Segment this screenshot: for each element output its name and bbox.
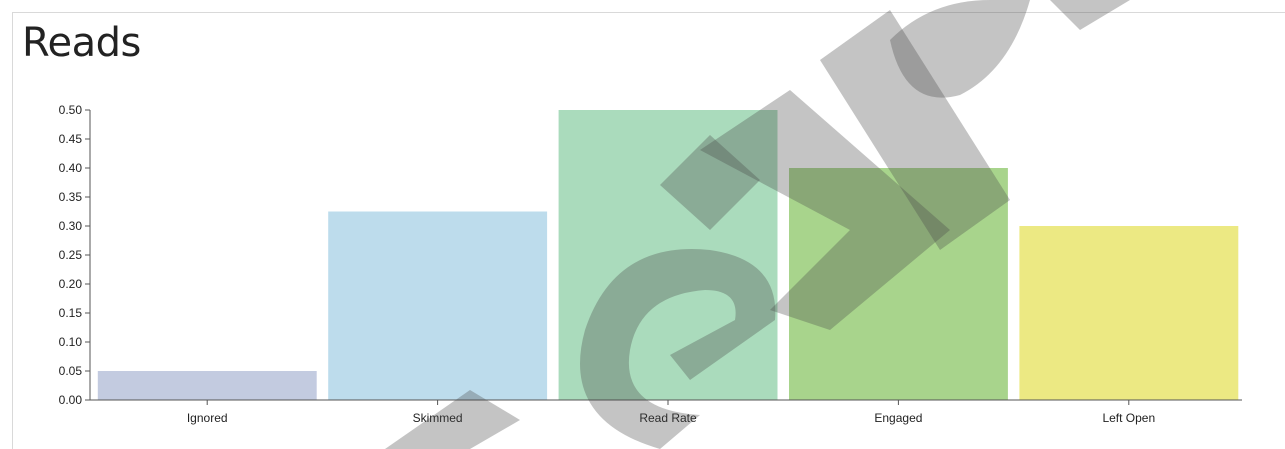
bars-group (97, 110, 1239, 400)
bar-skimmed (328, 211, 548, 400)
y-tick-label: 0.25 (59, 248, 83, 262)
y-tick: 0.15 (59, 306, 90, 320)
x-tick-label: Read Rate (639, 411, 697, 425)
y-tick: 0.30 (59, 219, 90, 233)
y-tick: 0.20 (59, 277, 90, 291)
y-tick-label: 0.50 (59, 103, 83, 117)
y-tick-label: 0.15 (59, 306, 83, 320)
y-tick: 0.40 (59, 161, 90, 175)
y-tick: 0.50 (59, 103, 90, 117)
chart-title: Reads (22, 20, 141, 66)
bar-ignored (97, 371, 317, 400)
y-tick: 0.25 (59, 248, 90, 262)
y-tick-label: 0.00 (59, 393, 83, 407)
x-tick: Engaged (874, 400, 922, 425)
y-axis: 0.00 0.05 0.10 0.15 0.20 0.25 0.30 0.35 0.40 0.45… (59, 103, 91, 407)
x-tick: Ignored (187, 400, 228, 425)
x-tick: Skimmed (413, 400, 463, 425)
y-tick: 0.00 (59, 393, 90, 407)
bar-read-rate (558, 110, 778, 400)
y-tick: 0.35 (59, 190, 90, 204)
y-tick-label: 0.45 (59, 132, 83, 146)
x-tick-label: Ignored (187, 411, 228, 425)
x-axis: Ignored Skimmed Read Rate Engaged Left Open (90, 399, 1242, 425)
y-tick-label: 0.40 (59, 161, 83, 175)
x-tick-label: Engaged (874, 411, 922, 425)
x-tick: Read Rate (639, 400, 697, 425)
y-tick-label: 0.35 (59, 190, 83, 204)
y-tick: 0.10 (59, 335, 90, 349)
bar-left-open (1019, 226, 1239, 400)
x-tick-label: Skimmed (413, 411, 463, 425)
chart-panel (12, 12, 1285, 449)
y-tick-label: 0.20 (59, 277, 83, 291)
y-tick-label: 0.10 (59, 335, 83, 349)
y-tick-label: 0.05 (59, 364, 83, 378)
x-tick-label: Left Open (1102, 411, 1155, 425)
y-tick: 0.45 (59, 132, 90, 146)
bar-engaged (789, 168, 1008, 400)
x-tick: Left Open (1102, 400, 1155, 425)
y-tick-label: 0.30 (59, 219, 83, 233)
y-tick: 0.05 (59, 364, 90, 378)
